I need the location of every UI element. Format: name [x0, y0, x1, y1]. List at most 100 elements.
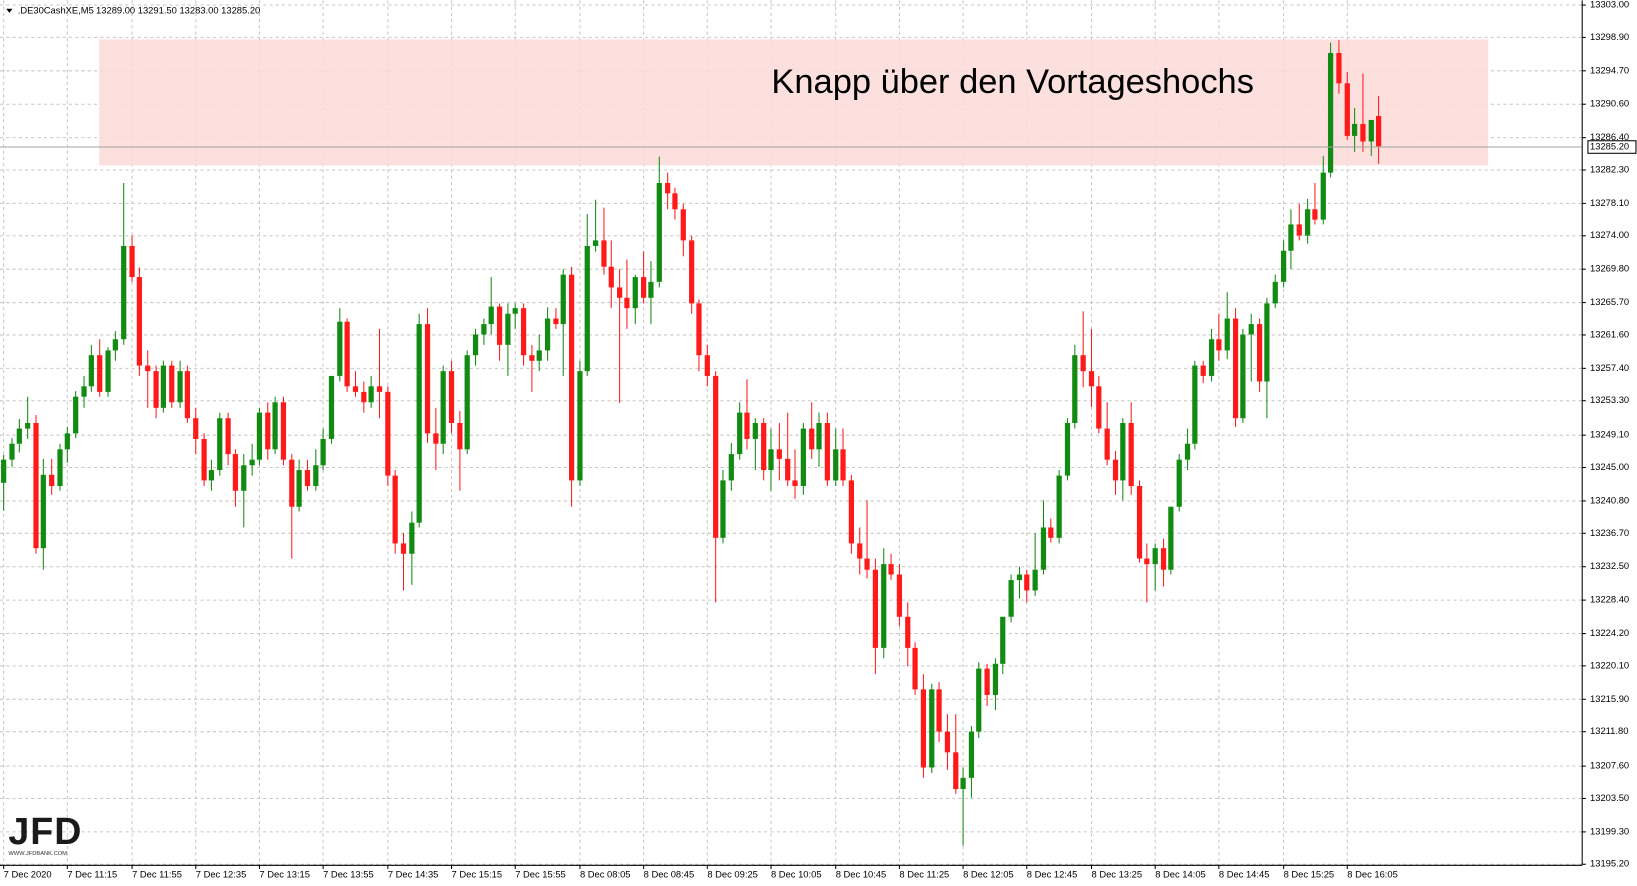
- candle-body: [1280, 250, 1287, 282]
- axis-labels: 13303.00 13298.90 13294.70 13290.60 13286.40…: [3, 0, 1637, 880]
- candle-body: [792, 480, 798, 486]
- candle-body: [153, 371, 159, 408]
- candle-body: [464, 355, 470, 450]
- x-tick-label: 7 Dec 14:35: [388, 869, 439, 880]
- candle-body: [536, 350, 542, 361]
- candle-body: [881, 564, 887, 648]
- candle-body: [424, 324, 431, 434]
- candle-body: [768, 449, 774, 471]
- candle-body: [1344, 83, 1350, 136]
- candle-body: [864, 558, 870, 570]
- candle-body: [64, 433, 70, 450]
- candle-body: [265, 412, 271, 450]
- y-tick-label: 13290.60: [1590, 98, 1629, 109]
- y-tick-label: 13278.10: [1590, 197, 1629, 208]
- candle-body: [1216, 339, 1222, 351]
- y-tick-label: 13253.30: [1590, 394, 1629, 405]
- x-tick-label: 8 Dec 09:25: [707, 869, 758, 880]
- candle-body: [704, 355, 710, 376]
- overlay: .DE30CashXE,M5 13289.00 13291.50 13283.0…: [6, 4, 1254, 857]
- candle-body: [816, 422, 822, 450]
- y-tick-label: 13228.40: [1590, 594, 1629, 605]
- candle-body: [1072, 355, 1078, 423]
- candle-body: [529, 355, 535, 361]
- candle-body: [289, 459, 295, 507]
- y-tick-label: 13257.40: [1590, 362, 1629, 373]
- candle-body: [1136, 485, 1143, 559]
- y-tick-label: 13199.30: [1590, 825, 1629, 836]
- candle-body: [872, 569, 879, 648]
- candle-body: [848, 480, 854, 544]
- candle-body: [1056, 475, 1062, 538]
- candle-body: [1305, 209, 1311, 236]
- candle-body: [1024, 574, 1030, 591]
- x-tick-label: 7 Dec 11:55: [132, 869, 182, 880]
- candle-body: [592, 240, 599, 246]
- x-tick-label: 7 Dec 15:15: [452, 869, 503, 880]
- y-tick-label: 13298.90: [1590, 31, 1629, 42]
- menu-arrow[interactable]: [6, 8, 13, 13]
- candle-body: [9, 443, 15, 460]
- candle-body: [112, 339, 118, 351]
- candle-body: [232, 454, 239, 491]
- candle-body: [1112, 459, 1119, 481]
- candle-body: [160, 365, 166, 408]
- candle-body: [512, 308, 518, 314]
- candle-body: [337, 321, 343, 376]
- candle-body: [320, 438, 326, 466]
- candle-body: [1256, 324, 1263, 382]
- candle-body: [1368, 119, 1374, 142]
- candle-body: [1351, 123, 1358, 136]
- x-tick-label: 8 Dec 08:05: [580, 869, 631, 880]
- x-tick-label: 8 Dec 11:25: [899, 869, 949, 880]
- y-tick-label: 13215.90: [1590, 693, 1629, 704]
- candle-body: [88, 355, 94, 387]
- candle-body: [1240, 334, 1246, 419]
- candle-body: [752, 422, 758, 439]
- candle-body: [1327, 52, 1334, 173]
- candle-body: [328, 375, 335, 439]
- candle-body: [584, 245, 590, 372]
- candle-body: [544, 318, 551, 351]
- candles: [0, 40, 1582, 846]
- annotation: Knapp über den Vortageshochs: [771, 63, 1254, 101]
- y-tick-label: 13274.00: [1590, 229, 1629, 240]
- x-tick-label: 8 Dec 12:05: [963, 869, 1014, 880]
- candle-body: [49, 474, 55, 486]
- candle-body: [672, 193, 678, 210]
- x-tick-label: 8 Dec 16:05: [1347, 869, 1398, 880]
- candle-body: [1080, 355, 1086, 372]
- candle-body: [272, 402, 278, 450]
- candle-body: [193, 418, 199, 439]
- x-tick-label: 8 Dec 08:45: [644, 869, 695, 880]
- candle-body: [73, 396, 79, 434]
- candle-body: [744, 412, 750, 439]
- candle-body: [256, 412, 263, 460]
- candle-body: [416, 324, 422, 523]
- x-tick-label: 8 Dec 14:45: [1219, 869, 1270, 880]
- candle-body: [505, 313, 511, 345]
- logo: JFD: [8, 810, 82, 852]
- candle-body: [617, 287, 623, 298]
- candle-body: [656, 182, 662, 282]
- x-tick-label: 7 Dec 2020: [4, 869, 52, 880]
- candle-body: [280, 402, 287, 460]
- candle-body: [800, 428, 806, 486]
- candle-body: [1264, 303, 1270, 382]
- candle-body: [761, 422, 767, 471]
- candle-body: [1208, 339, 1215, 376]
- candle-body: [665, 182, 671, 194]
- x-tick-label: 7 Dec 12:35: [196, 869, 247, 880]
- candle-body: [824, 422, 830, 481]
- candle-body: [1336, 52, 1342, 84]
- candle-body: [568, 274, 575, 481]
- candle-body: [696, 303, 702, 356]
- y-tick-label: 13211.80: [1590, 725, 1628, 736]
- candle-body: [1104, 428, 1110, 460]
- candle-body: [944, 731, 951, 753]
- candle-body: [577, 371, 583, 481]
- y-tick-label: 13245.00: [1590, 461, 1629, 472]
- candle-body: [553, 318, 559, 325]
- x-tick-label: 7 Dec 15:55: [515, 869, 566, 880]
